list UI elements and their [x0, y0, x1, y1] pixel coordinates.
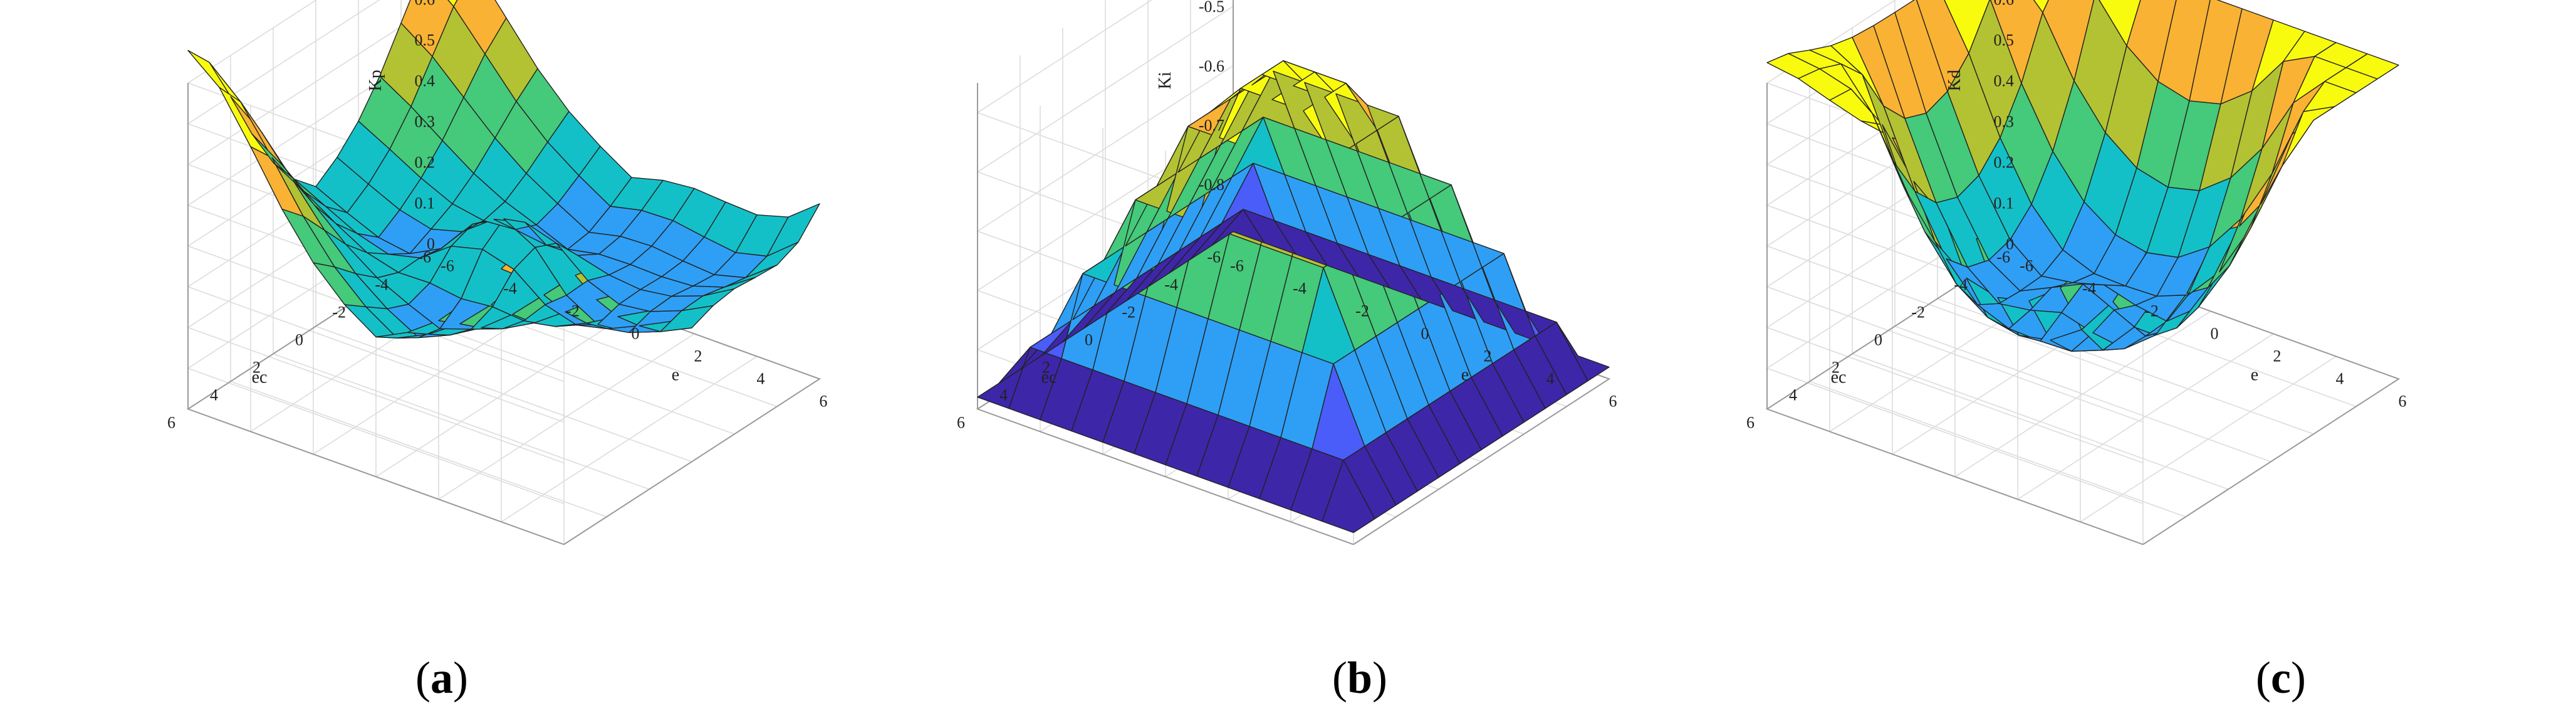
- z-tick-label: 0: [427, 234, 435, 253]
- x-tick-label: 4: [757, 369, 765, 387]
- y-tick-label: 4: [1789, 386, 1797, 404]
- z-tick-label: -0.5: [1199, 0, 1224, 16]
- x-tick-label: 2: [2273, 347, 2281, 365]
- z-tick-label: -0.7: [1199, 116, 1224, 134]
- z-axis-label: Kd: [1945, 70, 1964, 91]
- y-tick-label: -6: [417, 248, 431, 266]
- z-tick-label: 0.3: [1994, 112, 2015, 130]
- y-axis-label: ec: [1041, 367, 1057, 387]
- z-axis-label: Ki: [1155, 71, 1175, 89]
- z-tick-label: -0.6: [1199, 57, 1224, 75]
- x-tick-label: -2: [566, 302, 580, 320]
- x-tick-label: 6: [2399, 392, 2407, 410]
- y-tick-label: 6: [957, 413, 965, 431]
- x-tick-label: 0: [2211, 324, 2219, 342]
- y-axis-label: ec: [252, 367, 268, 387]
- z-tick-label: 0.6: [415, 0, 435, 8]
- surface-plot-kp: 00.10.20.30.40.50.60.70.8-6-4-20246-6-4-…: [167, 0, 828, 545]
- surface: [977, 60, 1610, 534]
- y-tick-label: 0: [1085, 330, 1093, 349]
- y-tick-label: 2: [1042, 358, 1050, 376]
- x-tick-label: 4: [2336, 369, 2344, 387]
- y-tick-label: 4: [999, 386, 1008, 404]
- y-tick-label: -2: [1122, 303, 1135, 321]
- z-tick-label: 0.5: [415, 31, 435, 49]
- x-axis-label: e: [672, 365, 679, 384]
- y-tick-label: -4: [1164, 275, 1178, 293]
- y-tick-label: 2: [1832, 358, 1840, 376]
- x-tick-label: -6: [441, 256, 454, 275]
- y-tick-label: -2: [1911, 303, 1925, 321]
- surface-face: [2345, 53, 2399, 80]
- x-tick-label: 2: [694, 347, 702, 365]
- z-tick-label: 0.1: [415, 194, 435, 212]
- surface-face: [1556, 322, 1610, 382]
- y-tick-label: -2: [332, 303, 346, 321]
- y-tick-label: 6: [167, 413, 175, 431]
- x-tick-label: 6: [1609, 392, 1617, 410]
- x-tick-label: -2: [1355, 302, 1369, 320]
- surface: [187, 0, 820, 339]
- surface-face: [766, 203, 820, 257]
- x-tick-label: 6: [820, 392, 828, 410]
- surface-plot-kd: 00.10.20.30.40.50.60.70.8-6-4-20246-6-4-…: [1746, 0, 2407, 545]
- y-tick-label: -4: [1954, 275, 1968, 293]
- y-tick-label: 0: [295, 330, 303, 349]
- x-axis-label: e: [1461, 365, 1469, 384]
- y-tick-label: 4: [210, 386, 218, 404]
- caption-c: (c): [2256, 653, 2306, 703]
- z-tick-label: -0.8: [1199, 176, 1224, 194]
- y-tick-label: -4: [375, 275, 388, 293]
- x-tick-label: -4: [1293, 279, 1306, 297]
- z-tick-label: 0.4: [1994, 71, 2015, 90]
- x-tick-label: 2: [1484, 347, 1492, 365]
- caption-a: (a): [415, 653, 468, 703]
- z-tick-label: 0.1: [1994, 194, 2015, 212]
- x-tick-label: -4: [503, 279, 517, 297]
- y-tick-label: -6: [1996, 248, 2010, 266]
- z-axis-label: Kp: [366, 70, 385, 91]
- y-tick-label: 2: [253, 358, 261, 376]
- z-tick-label: 0.4: [415, 71, 435, 90]
- x-axis-label: e: [2251, 365, 2258, 384]
- x-tick-label: 0: [1421, 324, 1429, 342]
- x-tick-label: -4: [2082, 279, 2096, 297]
- surface-plot-ki: -0.8-0.7-0.6-0.5-0.4-6-4-20246-6-4-20246…: [957, 0, 1617, 545]
- x-tick-label: 0: [632, 324, 640, 342]
- surface: [1766, 0, 2399, 352]
- y-tick-label: 6: [1746, 413, 1755, 431]
- x-tick-label: -6: [2020, 256, 2033, 275]
- z-tick-label: 0: [2006, 234, 2014, 253]
- z-tick-label: 0.2: [1994, 153, 2015, 171]
- y-tick-label: 0: [1874, 330, 1882, 349]
- z-tick-label: 0.3: [415, 112, 435, 130]
- caption-b: (b): [1332, 653, 1387, 703]
- y-tick-label: -6: [1207, 248, 1221, 266]
- z-tick-label: 0.6: [1994, 0, 2015, 8]
- y-axis-label: ec: [1831, 367, 1847, 387]
- x-tick-label: -2: [2145, 302, 2159, 320]
- x-tick-label: -6: [1230, 256, 1244, 275]
- z-tick-label: 0.2: [415, 153, 435, 171]
- z-tick-label: 0.5: [1994, 31, 2015, 49]
- x-tick-label: 4: [1546, 369, 1555, 387]
